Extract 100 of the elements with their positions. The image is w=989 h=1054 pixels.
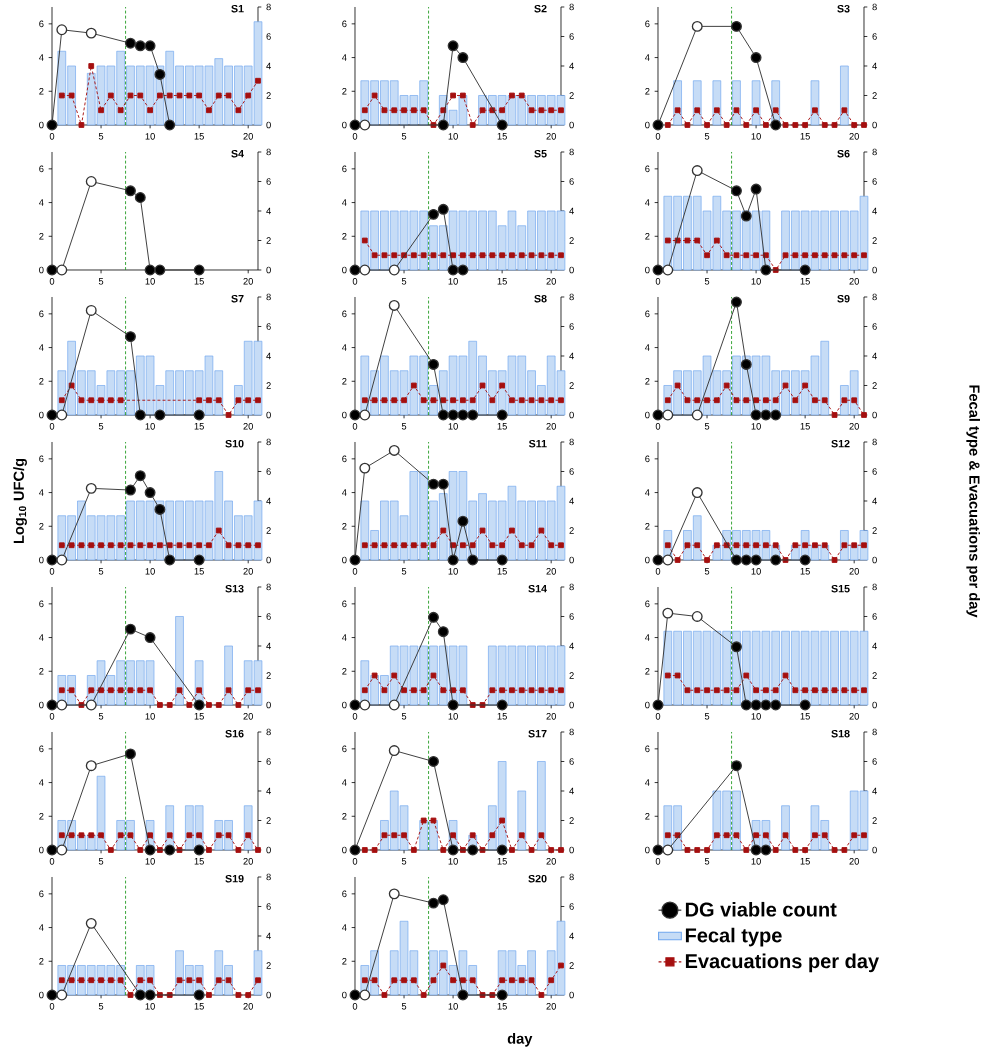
y-tick-label: 0 [645,121,650,129]
y2-tick-label: 8 [569,583,574,591]
y2-axis-title: Fecal type & Evacuations per day [966,385,980,618]
y2-tick-label: 2 [569,962,574,969]
x-tick-label: 10 [751,133,761,140]
chart-title: S1 [231,4,244,13]
y2-tick-label: 6 [266,903,271,910]
x-tick-label: 0 [655,713,661,720]
y2-tick-label: 0 [569,991,574,999]
y-tick-label: 4 [341,779,347,786]
y2-tick-label: 6 [569,903,574,910]
x-tick-label: 20 [849,133,860,140]
x-tick-label: 5 [401,133,407,140]
y-tick-label: 6 [645,600,650,608]
x-tick-label: 20 [243,568,254,575]
y-tick-label: 2 [645,523,650,530]
y2-tick-label: 2 [266,237,271,244]
y2-tick-label: 6 [266,758,271,765]
y-tick-label: 6 [645,20,650,28]
y2-tick-label: 8 [266,583,271,591]
chart-title: S12 [831,439,850,448]
y-tick-label: 6 [39,745,44,753]
y2-tick-label: 0 [569,121,574,129]
y2-tick-label: 8 [266,438,271,446]
x-tick-label: 15 [497,568,507,575]
y-tick-label: 6 [39,890,44,898]
x-tick-label: 20 [546,133,557,140]
y2-tick-label: 8 [872,728,877,736]
x-tick-label: 15 [800,133,810,140]
y2-tick-label: 4 [569,207,574,215]
x-tick-label: 20 [849,858,860,865]
y2-tick-label: 0 [569,266,574,274]
x-tick-label: 10 [751,713,761,720]
y2-tick-label: 8 [266,3,271,11]
y-tick-label: 2 [645,88,650,95]
y-tick-label: 2 [39,378,44,385]
y-tick-label: 4 [341,489,347,496]
x-tick-label: 0 [352,423,358,430]
x-tick-label: 20 [849,278,860,285]
x-tick-label: 20 [243,423,254,430]
y2-tick-label: 4 [872,497,877,505]
y-tick-label: 4 [644,199,650,206]
x-tick-label: 5 [401,1003,407,1010]
x-tick-label: 20 [546,568,557,575]
y-tick-label: 2 [39,233,44,240]
y-tick-label: 0 [645,556,650,564]
y-tick-label: 2 [39,958,44,965]
x-tick-label: 0 [655,133,661,140]
y2-tick-label: 2 [872,527,877,534]
x-tick-label: 20 [546,858,557,865]
y2-tick-label: 0 [569,701,574,709]
y2-tick-label: 4 [569,62,574,70]
y2-tick-label: 2 [872,382,877,389]
y2-tick-label: 2 [872,237,877,244]
y2-tick-label: 0 [266,991,271,999]
x-tick-label: 10 [751,423,761,430]
x-tick-label: 15 [497,278,507,285]
chart-title: S19 [225,874,244,883]
y-tick-label: 6 [39,310,44,318]
y2-tick-label: 0 [266,556,271,564]
y2-tick-label: 8 [872,293,877,301]
x-tick-label: 10 [145,713,155,720]
y2-tick-label: 4 [872,207,877,215]
y2-tick-label: 8 [872,438,877,446]
y2-tick-label: 0 [266,121,271,129]
x-tick-label: 5 [98,568,104,575]
x-tick-label: 0 [352,278,358,285]
x-tick-label: 15 [800,568,810,575]
y2-tick-label: 6 [266,178,271,185]
x-tick-label: 15 [497,133,507,140]
y2-tick-label: 6 [872,323,877,330]
y2-tick-label: 6 [569,613,574,620]
y-tick-label: 4 [644,489,650,496]
x-tick-label: 20 [243,1003,254,1010]
y-tick-label: 0 [645,411,650,419]
x-tick-label: 15 [194,278,204,285]
y2-tick-label: 6 [569,33,574,40]
y2-tick-label: 8 [872,3,877,11]
x-tick-label: 10 [448,133,458,140]
y-tick-label: 4 [38,779,44,786]
y-tick-label: 6 [39,165,44,173]
y-tick-label: 2 [645,813,650,820]
y2-tick-label: 2 [266,962,271,969]
x-tick-label: 15 [194,1003,204,1010]
y2-tick-label: 8 [266,148,271,156]
y-tick-label: 0 [39,266,44,274]
legend-label: DG viable count [685,901,837,917]
y2-tick-label: 4 [872,642,877,650]
y-tick-label: 0 [39,846,44,854]
y2-tick-label: 6 [872,468,877,475]
y-tick-label: 0 [39,991,44,999]
y2-tick-label: 0 [569,556,574,564]
x-tick-label: 20 [243,858,254,865]
y2-tick-label: 2 [266,92,271,99]
y-tick-label: 0 [342,266,347,274]
x-tick-label: 10 [751,278,761,285]
y-tick-label: 4 [38,634,44,641]
x-tick-label: 5 [401,568,407,575]
y2-tick-label: 0 [569,846,574,854]
x-tick-label: 5 [704,278,710,285]
